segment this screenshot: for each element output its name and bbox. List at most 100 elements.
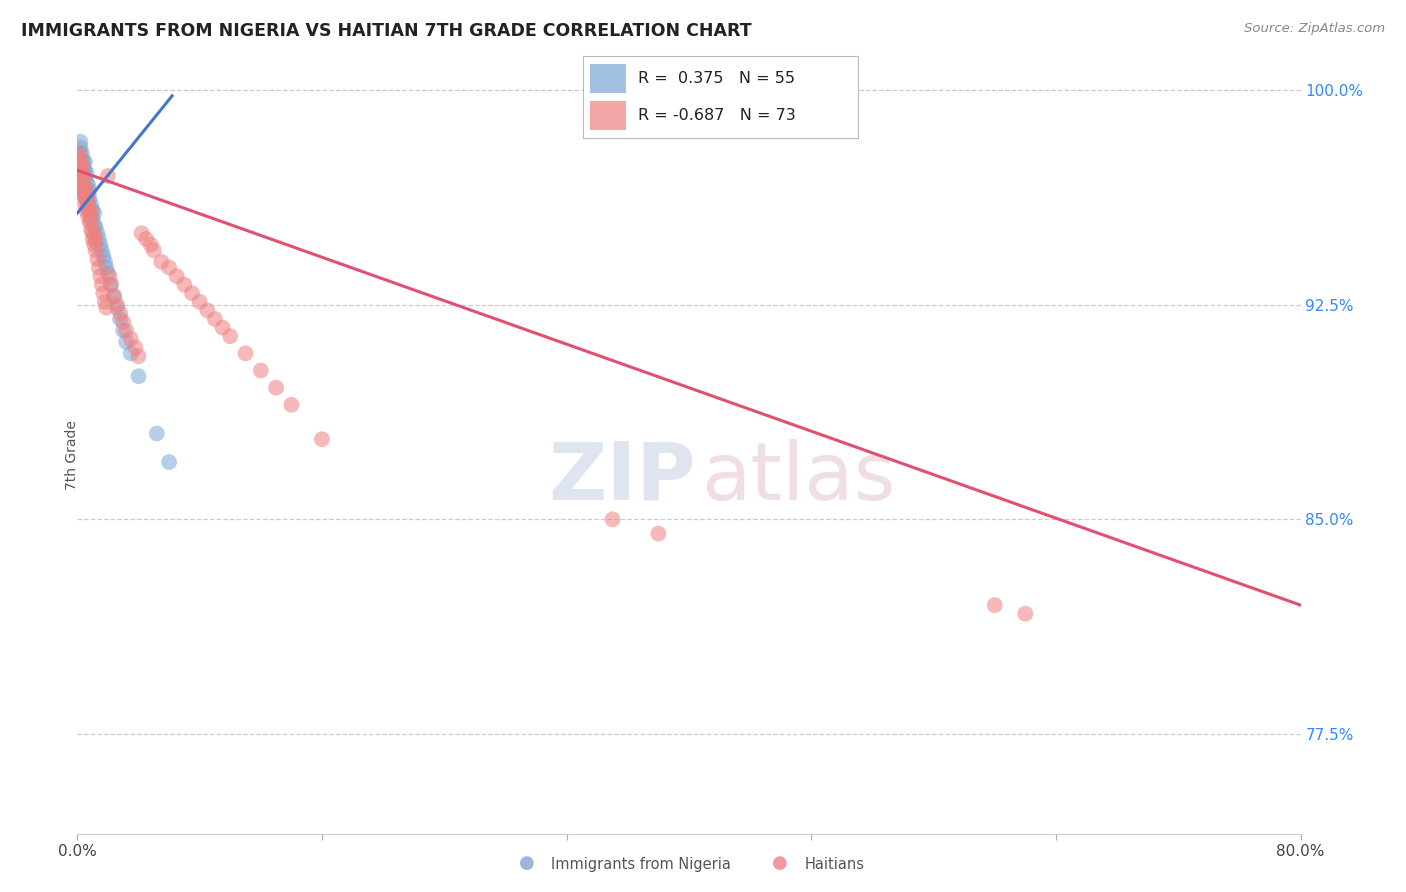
Point bbox=[96, 260, 118, 275]
Point bbox=[84, 235, 107, 249]
Point bbox=[79, 192, 101, 206]
Point bbox=[70, 180, 93, 194]
Point bbox=[120, 332, 142, 346]
Text: Haitians: Haitians bbox=[804, 857, 865, 872]
Point bbox=[124, 341, 146, 355]
Point bbox=[76, 192, 98, 206]
Point bbox=[73, 154, 96, 169]
Point bbox=[97, 266, 120, 280]
Point bbox=[131, 226, 153, 240]
Point bbox=[73, 197, 96, 211]
Point bbox=[103, 289, 125, 303]
Point bbox=[142, 244, 165, 258]
Point bbox=[82, 223, 104, 237]
Point bbox=[72, 180, 94, 194]
Point bbox=[311, 432, 333, 446]
Point bbox=[97, 169, 120, 183]
Point bbox=[96, 301, 118, 315]
Point bbox=[103, 289, 125, 303]
Text: R =  0.375   N = 55: R = 0.375 N = 55 bbox=[638, 70, 796, 86]
Point bbox=[82, 211, 104, 226]
Point bbox=[105, 301, 128, 315]
Bar bbox=[591, 63, 626, 93]
Point bbox=[150, 254, 173, 268]
Point bbox=[77, 201, 100, 215]
Point bbox=[219, 329, 242, 343]
Text: Source: ZipAtlas.com: Source: ZipAtlas.com bbox=[1244, 22, 1385, 36]
Point bbox=[166, 269, 188, 284]
Point bbox=[73, 189, 96, 203]
Point bbox=[76, 194, 98, 209]
Point bbox=[76, 166, 98, 180]
Point bbox=[146, 426, 169, 441]
Text: ●: ● bbox=[772, 855, 789, 872]
Point bbox=[70, 163, 93, 178]
Point bbox=[112, 315, 135, 329]
Point bbox=[69, 135, 91, 149]
Point bbox=[235, 346, 257, 360]
Point bbox=[73, 180, 96, 194]
Point bbox=[72, 189, 94, 203]
Point bbox=[79, 215, 101, 229]
Point bbox=[69, 154, 91, 169]
Point bbox=[264, 381, 287, 395]
Point bbox=[86, 226, 108, 240]
Point bbox=[67, 146, 90, 161]
Point bbox=[80, 197, 103, 211]
Point bbox=[173, 277, 195, 292]
Point bbox=[188, 294, 211, 309]
Point bbox=[69, 163, 91, 178]
Point bbox=[73, 163, 96, 178]
Point bbox=[76, 183, 98, 197]
Point bbox=[67, 154, 90, 169]
Point bbox=[77, 197, 100, 211]
Point bbox=[115, 323, 138, 337]
Point bbox=[120, 346, 142, 360]
Point bbox=[77, 209, 100, 223]
Point bbox=[79, 206, 101, 220]
Text: atlas: atlas bbox=[702, 439, 896, 516]
Point bbox=[100, 277, 122, 292]
Point bbox=[83, 237, 105, 252]
Point bbox=[73, 180, 96, 194]
Text: R = -0.687   N = 73: R = -0.687 N = 73 bbox=[638, 108, 796, 123]
Point bbox=[76, 175, 98, 189]
Point bbox=[87, 260, 110, 275]
Point bbox=[211, 320, 233, 334]
Point bbox=[83, 218, 105, 232]
Point bbox=[984, 598, 1007, 612]
Point bbox=[87, 232, 110, 246]
Point bbox=[77, 189, 100, 203]
Point bbox=[139, 237, 162, 252]
Point bbox=[77, 178, 100, 192]
Point bbox=[135, 232, 157, 246]
Point bbox=[69, 161, 91, 175]
Point bbox=[70, 163, 93, 178]
Point bbox=[157, 260, 180, 275]
Point bbox=[89, 269, 111, 284]
Text: Immigrants from Nigeria: Immigrants from Nigeria bbox=[551, 857, 731, 872]
Point bbox=[70, 169, 93, 183]
Point bbox=[80, 223, 103, 237]
Point bbox=[89, 237, 111, 252]
Point bbox=[70, 175, 93, 189]
Point bbox=[181, 286, 204, 301]
Point bbox=[112, 323, 135, 337]
Point bbox=[82, 203, 104, 218]
Point bbox=[86, 252, 108, 266]
Point bbox=[100, 277, 122, 292]
Point bbox=[72, 163, 94, 178]
Bar bbox=[591, 101, 626, 130]
Point bbox=[94, 254, 117, 268]
Point bbox=[80, 215, 103, 229]
Point bbox=[80, 206, 103, 220]
Point bbox=[105, 298, 128, 312]
Point bbox=[91, 286, 114, 301]
Text: ●: ● bbox=[519, 855, 536, 872]
Point bbox=[250, 363, 273, 377]
Text: ZIP: ZIP bbox=[548, 439, 696, 516]
Point bbox=[72, 154, 94, 169]
Point bbox=[69, 140, 91, 154]
Point bbox=[69, 169, 91, 183]
Point bbox=[72, 175, 94, 189]
